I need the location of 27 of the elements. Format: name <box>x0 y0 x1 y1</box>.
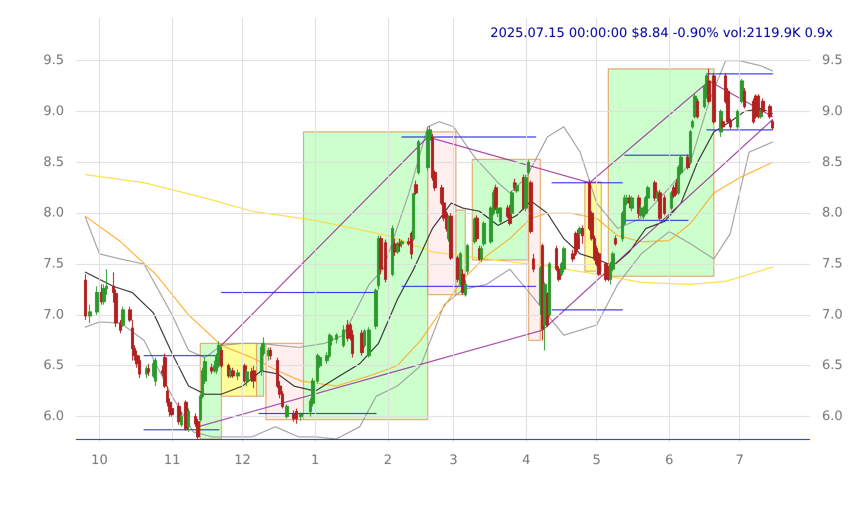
y2-tick-label: 7.0 <box>822 307 843 322</box>
y2-tick-label: 7.5 <box>822 256 843 272</box>
y-tick-label: 7.5 <box>43 256 64 272</box>
y2-tick-label: 9.0 <box>822 104 843 120</box>
y-tick-label: 7.0 <box>43 307 64 322</box>
y-tick-label: 9.0 <box>43 104 64 120</box>
x-tick-label: 12 <box>234 453 251 468</box>
y2-tick-label: 6.5 <box>822 358 843 374</box>
y2-tick-label: 8.0 <box>822 206 843 221</box>
x-tick-label: 7 <box>736 453 744 468</box>
y-tick-label: 6.5 <box>43 358 64 374</box>
y-tick-label: 8.0 <box>43 206 64 221</box>
x-tick-label: 4 <box>522 453 530 468</box>
x-tick-label: 3 <box>449 453 458 468</box>
y-tick-label: 6.0 <box>43 409 64 424</box>
y2-tick-label: 9.5 <box>822 53 843 68</box>
x-tick-label: 10 <box>91 453 108 468</box>
x-tick-label: 1 <box>311 453 320 468</box>
x-tick-label: 6 <box>665 453 674 468</box>
x-tick-label: 2 <box>384 453 392 468</box>
x-tick-label: 5 <box>592 453 601 468</box>
y-tick-label: 8.5 <box>43 154 64 170</box>
y2-tick-label: 6.0 <box>822 409 843 424</box>
x-tick-label: 11 <box>164 453 180 468</box>
text: 2025.07.15 00:00:00 $8.84 -0.90% vol:2119.9K 0.9x <box>490 26 834 41</box>
y-tick-label: 9.5 <box>43 53 64 68</box>
y2-tick-label: 8.5 <box>822 154 843 170</box>
